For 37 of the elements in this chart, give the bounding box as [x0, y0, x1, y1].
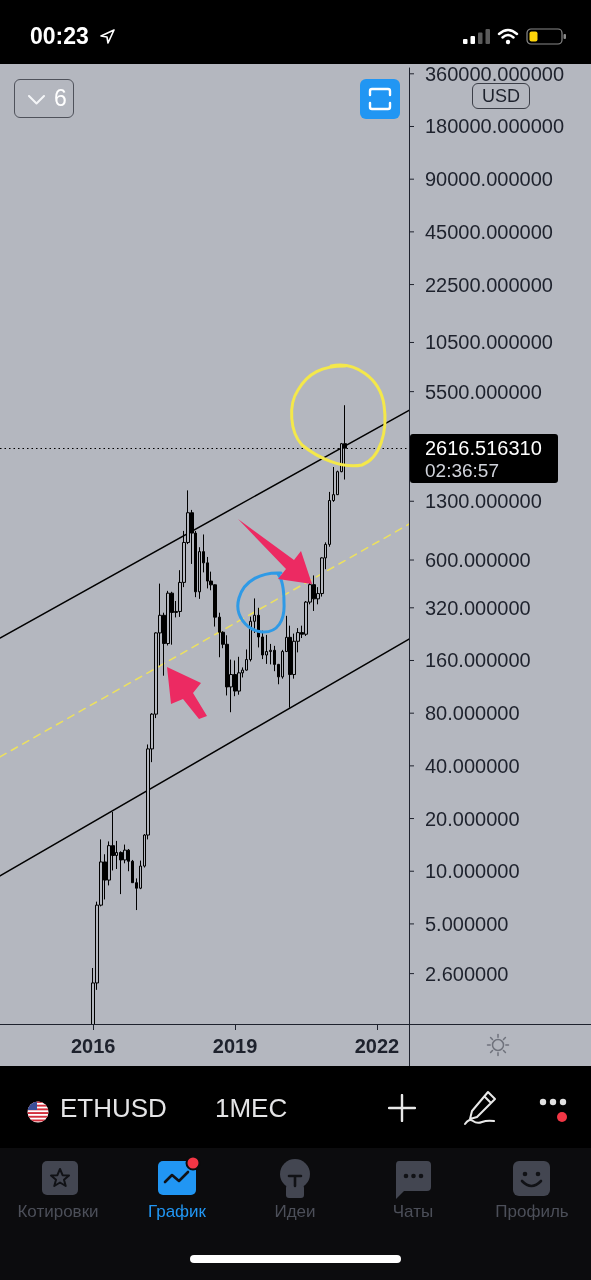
- text: Котировки: [16, 1201, 100, 1223]
- ref-line-label: 2616.516310: [425, 437, 542, 460]
- candlestick: [312, 574, 316, 612]
- y-tick-label: 1300.000000: [425, 490, 542, 513]
- text: Чаты: [391, 1201, 435, 1223]
- y-tick-label: 20.000000: [425, 807, 520, 830]
- candlestick: [237, 656, 241, 696]
- y-tick-label: 2.600000: [425, 962, 509, 985]
- y-tick-label: 5.000000: [425, 912, 509, 935]
- y-tick-label: 40.000000: [425, 754, 520, 777]
- x-tick-label: 2019: [212, 1035, 258, 1057]
- y-tick-label: 80.000000: [425, 702, 520, 725]
- y-tick-label: 160.000000: [425, 649, 531, 672]
- text: 00:23: [30, 22, 89, 50]
- y-tick-label: 90000.000000: [425, 168, 553, 191]
- text: 02:36:57: [425, 459, 499, 481]
- x-tick-label: 2016: [70, 1035, 116, 1057]
- text: Идеи: [273, 1201, 317, 1223]
- y-tick-label: 22500.000000: [425, 273, 553, 296]
- y-tick-label: 360000.000000: [425, 62, 565, 85]
- y-tick-label: 320.000000: [425, 596, 531, 619]
- y-tick-label: 5500.000000: [425, 380, 542, 403]
- candlestick: [265, 634, 268, 665]
- text: ETHUSD: [60, 1093, 167, 1123]
- y-tick-label: 10500.000000: [425, 331, 553, 354]
- annotation: 6: [54, 85, 67, 112]
- candlestick: [170, 591, 174, 646]
- y-tick-label: 180000.000000: [425, 115, 565, 138]
- collapse-button: 6: [14, 79, 74, 118]
- text: 1МЕС: [215, 1093, 288, 1123]
- y-tick-label: 600.000000: [425, 549, 531, 572]
- y-tick-label: 10.000000: [425, 860, 520, 883]
- x-tick-label: 2022: [354, 1035, 400, 1057]
- text: График: [146, 1201, 208, 1223]
- y-axis-title: USD: [472, 83, 530, 109]
- y-tick-label: 45000.000000: [425, 220, 553, 243]
- text: Профиль: [494, 1201, 570, 1223]
